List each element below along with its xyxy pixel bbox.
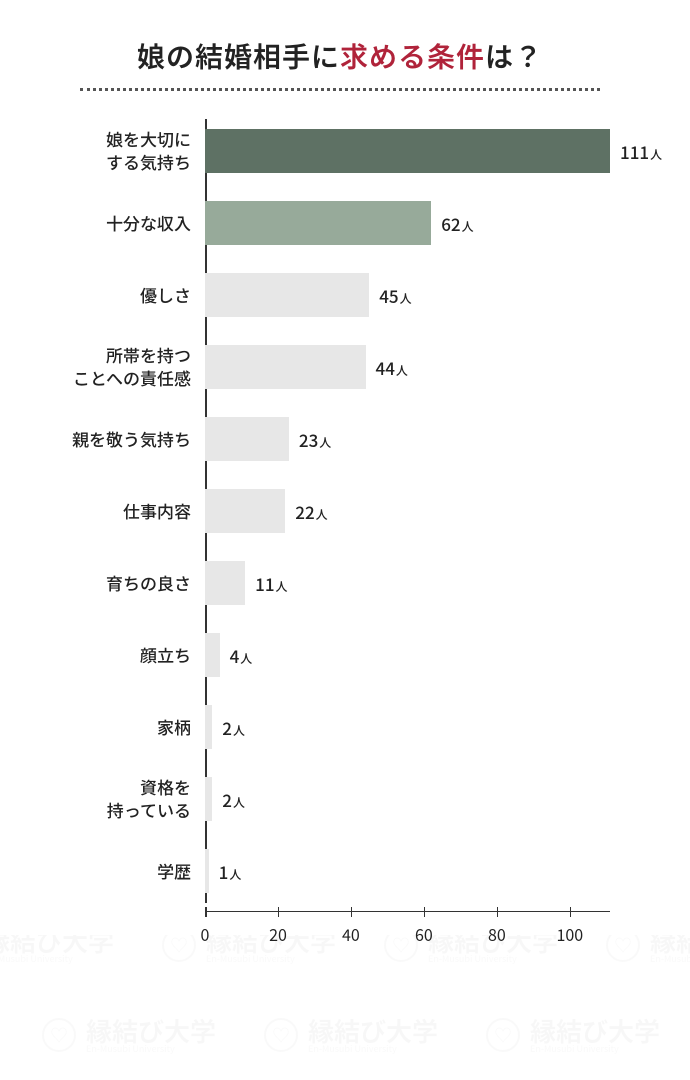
x-tick-label: 80 <box>488 922 506 946</box>
bar-area: 44人 <box>205 335 660 399</box>
x-tick-label: 40 <box>342 922 360 946</box>
bar <box>205 633 220 677</box>
value-label: 1人 <box>219 859 242 884</box>
value-label: 62人 <box>441 211 473 236</box>
bar-area: 4人 <box>205 623 660 687</box>
x-tick-label: 100 <box>557 922 584 946</box>
bar <box>205 849 209 893</box>
bar-row: 学歴 1人 <box>20 839 660 903</box>
x-tick-label: 60 <box>415 922 433 946</box>
category-label: 優しさ <box>20 284 205 307</box>
bar-chart: 娘を大切に する気持ち 111人十分な収入 62人優しさ 45人所帯を持つ ことへの責… <box>20 119 660 947</box>
title-suffix: は？ <box>485 36 543 76</box>
bar <box>205 273 369 317</box>
x-tick <box>497 907 499 917</box>
value-label: 23人 <box>299 427 331 452</box>
category-label: 仕事内容 <box>20 500 205 523</box>
x-tick-label: 20 <box>269 922 287 946</box>
category-label: 親を敬う気持ち <box>20 428 205 451</box>
title-divider <box>80 88 600 91</box>
x-tick <box>570 907 572 917</box>
bar-area: 2人 <box>205 695 660 759</box>
category-label: 十分な収入 <box>20 212 205 235</box>
bar-area: 22人 <box>205 479 660 543</box>
bar-area: 111人 <box>205 119 662 183</box>
category-label: 顔立ち <box>20 644 205 667</box>
bar <box>205 129 610 173</box>
category-label: 学歴 <box>20 860 205 883</box>
x-tick <box>424 907 426 917</box>
title-prefix: 娘の結婚相手に <box>137 36 340 76</box>
category-label: 家柄 <box>20 716 205 739</box>
category-label: 所帯を持つ ことへの責任感 <box>20 344 205 390</box>
bar <box>205 345 366 389</box>
bar <box>205 201 431 245</box>
bar <box>205 561 245 605</box>
bar-row: 家柄 2人 <box>20 695 660 759</box>
bar-row: 十分な収入 62人 <box>20 191 660 255</box>
chart-title: 娘の結婚相手に求める条件は？ <box>20 36 660 76</box>
value-label: 11人 <box>255 571 287 596</box>
bar <box>205 417 289 461</box>
x-tick <box>205 907 207 917</box>
bar-row: 娘を大切に する気持ち 111人 <box>20 119 660 183</box>
value-label: 22人 <box>295 499 327 524</box>
x-tick <box>278 907 280 917</box>
value-label: 4人 <box>230 643 253 668</box>
bar-row: 優しさ 45人 <box>20 263 660 327</box>
value-label: 111人 <box>620 139 662 164</box>
bar-row: 育ちの良さ 11人 <box>20 551 660 615</box>
bar-area: 45人 <box>205 263 660 327</box>
value-label: 44人 <box>376 355 408 380</box>
value-label: 2人 <box>222 787 245 812</box>
bar-row: 顔立ち 4人 <box>20 623 660 687</box>
value-label: 45人 <box>379 283 411 308</box>
x-tick-label: 0 <box>201 922 210 946</box>
bar-row: 親を敬う気持ち 23人 <box>20 407 660 471</box>
bar-area: 62人 <box>205 191 660 255</box>
bar-area: 1人 <box>205 839 660 903</box>
value-label: 2人 <box>222 715 245 740</box>
bar-area: 11人 <box>205 551 660 615</box>
bar <box>205 489 285 533</box>
bar-area: 23人 <box>205 407 660 471</box>
x-axis: 020406080100 <box>205 911 610 947</box>
title-accent: 求める条件 <box>340 36 485 76</box>
bar <box>205 777 212 821</box>
category-label: 資格を 持っている <box>20 776 205 822</box>
category-label: 娘を大切に する気持ち <box>20 128 205 174</box>
category-label: 育ちの良さ <box>20 572 205 595</box>
bar-row: 仕事内容 22人 <box>20 479 660 543</box>
bar-row: 所帯を持つ ことへの責任感 44人 <box>20 335 660 399</box>
bar <box>205 705 212 749</box>
bar-area: 2人 <box>205 767 660 831</box>
x-tick <box>351 907 353 917</box>
bar-row: 資格を 持っている 2人 <box>20 767 660 831</box>
